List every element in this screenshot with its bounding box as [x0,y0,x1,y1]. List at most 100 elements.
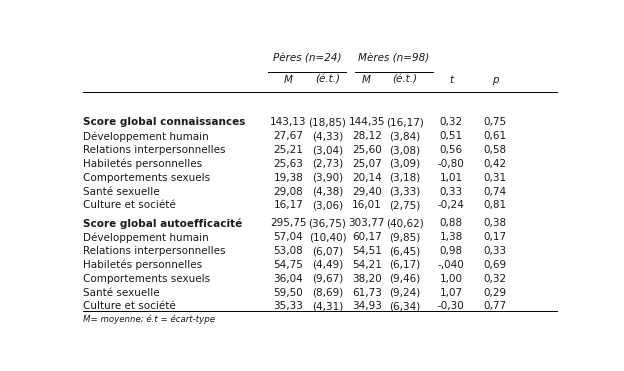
Text: (6,17): (6,17) [389,260,421,270]
Text: 1,07: 1,07 [440,288,463,298]
Text: 0,88: 0,88 [440,219,463,228]
Text: (9,46): (9,46) [389,274,421,284]
Text: 36,04: 36,04 [273,274,303,284]
Text: 34,93: 34,93 [352,302,382,312]
Text: 144,35: 144,35 [348,117,385,127]
Text: (3,33): (3,33) [389,187,421,197]
Text: p: p [492,75,498,85]
Text: 0,81: 0,81 [484,200,507,210]
Text: Pères (n=24): Pères (n=24) [273,53,341,63]
Text: 0,77: 0,77 [484,302,507,312]
Text: (3,06): (3,06) [312,200,343,210]
Text: 0,17: 0,17 [484,232,507,242]
Text: 54,51: 54,51 [352,246,382,256]
Text: 38,20: 38,20 [352,274,382,284]
Text: (3,08): (3,08) [389,145,421,155]
Text: Score global autoefficacité: Score global autoefficacité [83,219,242,229]
Text: M: M [362,75,371,85]
Text: (3,09): (3,09) [389,159,421,169]
Text: 27,67: 27,67 [273,131,303,141]
Text: (4,49): (4,49) [312,260,343,270]
Text: (3,90): (3,90) [312,173,343,183]
Text: 59,50: 59,50 [273,288,303,298]
Text: 0,32: 0,32 [484,274,507,284]
Text: (36,75): (36,75) [309,219,346,228]
Text: (3,18): (3,18) [389,173,421,183]
Text: 61,73: 61,73 [352,288,382,298]
Text: 0,69: 0,69 [484,260,507,270]
Text: (8,69): (8,69) [312,288,343,298]
Text: 1,38: 1,38 [440,232,463,242]
Text: 0,74: 0,74 [484,187,507,197]
Text: (10,40): (10,40) [309,232,346,242]
Text: 0,58: 0,58 [484,145,507,155]
Text: 0,42: 0,42 [484,159,507,169]
Text: 0,31: 0,31 [484,173,507,183]
Text: 0,75: 0,75 [484,117,507,127]
Text: (9,67): (9,67) [312,274,343,284]
Text: 25,63: 25,63 [273,159,303,169]
Text: 143,13: 143,13 [270,117,306,127]
Text: M= moyenne; é.t = écart-type: M= moyenne; é.t = écart-type [83,315,215,324]
Text: 20,14: 20,14 [352,173,382,183]
Text: 16,01: 16,01 [352,200,382,210]
Text: 303,77: 303,77 [349,219,385,228]
Text: (4,38): (4,38) [312,187,343,197]
Text: Habiletés personnelles: Habiletés personnelles [83,260,202,270]
Text: 25,60: 25,60 [352,145,382,155]
Text: 25,21: 25,21 [273,145,303,155]
Text: Culture et société: Culture et société [83,200,175,210]
Text: 0,32: 0,32 [440,117,463,127]
Text: 0,56: 0,56 [440,145,463,155]
Text: 1,00: 1,00 [440,274,463,284]
Text: Mères (n=98): Mères (n=98) [358,53,430,63]
Text: 19,38: 19,38 [273,173,303,183]
Text: 53,08: 53,08 [273,246,303,256]
Text: (40,62): (40,62) [386,219,424,228]
Text: (9,24): (9,24) [389,288,421,298]
Text: 0,33: 0,33 [440,187,463,197]
Text: 54,21: 54,21 [352,260,382,270]
Text: Habiletés personnelles: Habiletés personnelles [83,159,202,170]
Text: 35,33: 35,33 [273,302,303,312]
Text: 0,51: 0,51 [440,131,463,141]
Text: Culture et société: Culture et société [83,302,175,312]
Text: Relations interpersonnelles: Relations interpersonnelles [83,145,225,155]
Text: (4,33): (4,33) [312,131,343,141]
Text: (2,73): (2,73) [312,159,343,169]
Text: 28,12: 28,12 [352,131,382,141]
Text: (2,75): (2,75) [389,200,421,210]
Text: (3,04): (3,04) [312,145,343,155]
Text: (6,45): (6,45) [389,246,421,256]
Text: (é.t.): (é.t.) [392,75,417,85]
Text: (6,07): (6,07) [312,246,343,256]
Text: Comportements sexuels: Comportements sexuels [83,274,210,284]
Text: 1,01: 1,01 [440,173,463,183]
Text: -0,80: -0,80 [438,159,465,169]
Text: Comportements sexuels: Comportements sexuels [83,173,210,183]
Text: (3,84): (3,84) [389,131,421,141]
Text: t: t [449,75,454,85]
Text: M: M [284,75,293,85]
Text: 29,40: 29,40 [352,187,382,197]
Text: (é.t.): (é.t.) [315,75,340,85]
Text: Santé sexuelle: Santé sexuelle [83,288,160,298]
Text: Développement humain: Développement humain [83,131,208,142]
Text: (6,34): (6,34) [389,302,421,312]
Text: Développement humain: Développement humain [83,232,208,243]
Text: 0,29: 0,29 [484,288,507,298]
Text: 57,04: 57,04 [273,232,303,242]
Text: 16,17: 16,17 [273,200,303,210]
Text: 25,07: 25,07 [352,159,382,169]
Text: (16,17): (16,17) [386,117,424,127]
Text: 29,08: 29,08 [273,187,303,197]
Text: 0,33: 0,33 [484,246,507,256]
Text: 60,17: 60,17 [352,232,382,242]
Text: -,040: -,040 [438,260,465,270]
Text: Score global connaissances: Score global connaissances [83,117,245,127]
Text: 0,38: 0,38 [484,219,507,228]
Text: -0,24: -0,24 [438,200,465,210]
Text: 295,75: 295,75 [270,219,306,228]
Text: 0,98: 0,98 [440,246,463,256]
Text: (9,85): (9,85) [389,232,421,242]
